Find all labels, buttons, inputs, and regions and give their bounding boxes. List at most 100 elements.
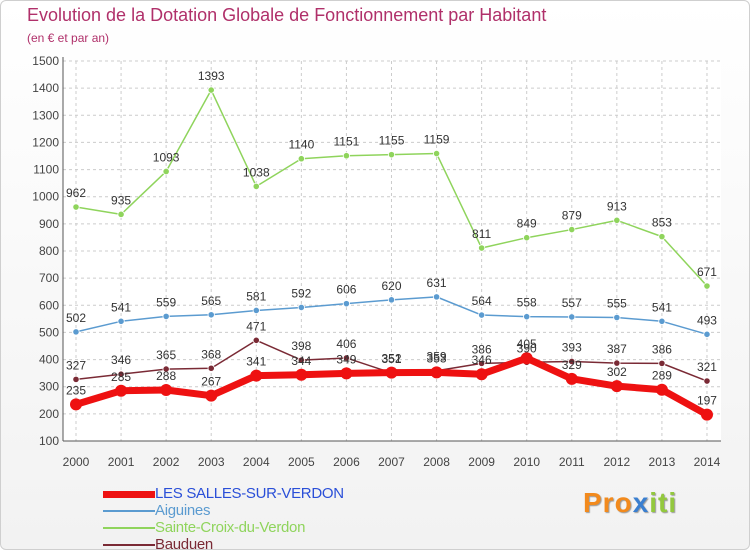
- data-label: 606: [336, 283, 356, 297]
- data-label: 559: [156, 295, 176, 309]
- x-tick-label: 2003: [198, 455, 225, 469]
- data-point: [478, 244, 486, 252]
- y-tick-label: 500: [39, 325, 59, 339]
- data-label: 849: [517, 217, 537, 231]
- y-tick-label: 400: [39, 353, 59, 367]
- legend-swatch: [103, 544, 155, 546]
- x-tick-label: 2011: [559, 455, 585, 469]
- data-label: 1159: [424, 133, 450, 147]
- data-label: 1093: [153, 150, 180, 164]
- data-point: [162, 312, 170, 321]
- data-point: [478, 359, 486, 367]
- legend-label: Bauduen: [155, 536, 213, 550]
- legend-swatch: [103, 527, 155, 529]
- data-label: 346: [472, 353, 492, 367]
- x-tick-label: 2004: [243, 455, 270, 469]
- data-point: [568, 313, 576, 321]
- data-label: 671: [697, 265, 717, 279]
- data-label: 352: [381, 352, 401, 366]
- data-point: [387, 296, 396, 304]
- data-label: 302: [607, 365, 627, 379]
- data-label: 541: [111, 300, 131, 314]
- y-tick-label: 900: [39, 217, 59, 231]
- data-label: 398: [291, 339, 311, 353]
- data-label: 471: [246, 319, 266, 333]
- data-point: [610, 380, 623, 393]
- y-tick-label: 300: [39, 380, 59, 394]
- data-point: [703, 330, 711, 338]
- data-label: 592: [291, 286, 311, 300]
- data-point: [252, 182, 260, 190]
- chart-subtitle: (en € et par an): [27, 31, 110, 45]
- data-label: 1038: [243, 165, 270, 179]
- y-tick-label: 1000: [32, 190, 59, 204]
- data-point: [432, 149, 441, 158]
- data-label: 879: [562, 209, 582, 223]
- data-point: [72, 203, 80, 211]
- data-point: [297, 155, 305, 163]
- data-point: [252, 336, 260, 344]
- data-point: [658, 233, 666, 241]
- data-point: [72, 328, 80, 336]
- legend-swatch: [103, 491, 155, 498]
- data-label: 365: [156, 348, 176, 362]
- data-point: [207, 364, 215, 372]
- data-point: [297, 303, 305, 312]
- data-point: [207, 311, 215, 319]
- data-point: [297, 356, 305, 364]
- brand-part: iti: [649, 487, 678, 518]
- data-point: [613, 313, 621, 322]
- x-tick-label: 2009: [468, 455, 495, 469]
- data-point: [703, 282, 711, 290]
- data-label: 351: [381, 352, 401, 366]
- x-tick-label: 2013: [649, 455, 676, 469]
- data-label: 197: [697, 394, 717, 408]
- x-tick-label: 2000: [63, 455, 90, 469]
- y-tick-label: 1300: [32, 108, 59, 122]
- data-point: [342, 152, 351, 160]
- y-tick-label: 1100: [33, 163, 59, 177]
- data-point: [523, 234, 531, 242]
- data-point: [478, 311, 486, 319]
- data-label: 935: [111, 193, 131, 207]
- data-point: [340, 367, 353, 380]
- data-point: [70, 398, 82, 411]
- data-label: 853: [652, 216, 672, 230]
- data-label: 1140: [288, 138, 314, 152]
- y-tick-label: 1200: [32, 135, 59, 149]
- data-point: [385, 366, 398, 379]
- data-point: [568, 225, 576, 234]
- x-tick-label: 2001: [108, 455, 135, 469]
- data-point: [207, 86, 215, 94]
- data-label: 329: [562, 358, 582, 372]
- data-point: [658, 317, 666, 325]
- data-point: [565, 372, 578, 385]
- x-tick-label: 2007: [378, 455, 405, 469]
- data-label: 349: [336, 352, 356, 366]
- data-point: [523, 313, 531, 321]
- data-point: [117, 317, 125, 325]
- data-label: 558: [517, 296, 537, 310]
- data-point: [342, 354, 351, 362]
- data-point: [432, 293, 441, 301]
- legend-label: Aiguines: [155, 502, 211, 519]
- data-label: 555: [607, 297, 627, 311]
- x-tick-label: 2006: [333, 455, 360, 469]
- legend-label: Sainte-Croix-du-Verdon: [155, 519, 306, 536]
- data-point: [387, 151, 396, 159]
- data-point: [162, 167, 170, 176]
- data-point: [160, 383, 173, 396]
- data-label: 393: [562, 340, 582, 354]
- data-label: 390: [517, 341, 537, 355]
- data-label: 344: [291, 354, 311, 368]
- data-label: 289: [652, 369, 672, 383]
- data-point: [72, 375, 80, 383]
- data-point: [115, 384, 128, 397]
- data-label: 962: [66, 186, 86, 200]
- data-label: 565: [201, 294, 221, 308]
- y-tick-label: 700: [39, 271, 59, 285]
- x-tick-label: 2008: [423, 455, 450, 469]
- data-label: 387: [607, 342, 627, 356]
- data-label: 386: [652, 342, 672, 356]
